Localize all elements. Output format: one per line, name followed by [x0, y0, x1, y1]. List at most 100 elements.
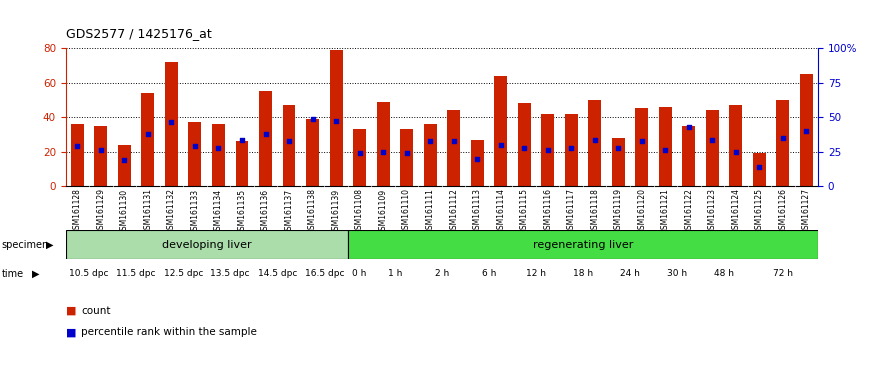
- Text: GSM161129: GSM161129: [96, 189, 105, 235]
- Bar: [518, 103, 530, 186]
- Text: regenerating liver: regenerating liver: [533, 240, 634, 250]
- Bar: [165, 62, 178, 186]
- Text: 48 h: 48 h: [714, 269, 734, 278]
- Bar: [659, 107, 672, 186]
- Text: specimen: specimen: [2, 240, 49, 250]
- Text: GSM161130: GSM161130: [120, 189, 129, 235]
- Text: ■: ■: [66, 327, 76, 337]
- Text: GSM161121: GSM161121: [661, 189, 669, 234]
- Bar: [71, 124, 84, 186]
- Text: GSM161111: GSM161111: [425, 189, 435, 234]
- Text: GSM161114: GSM161114: [496, 189, 505, 235]
- Point: [541, 147, 555, 153]
- Bar: [588, 100, 601, 186]
- Bar: [66, 259, 113, 288]
- Bar: [494, 76, 507, 186]
- Bar: [348, 230, 818, 259]
- Text: 72 h: 72 h: [773, 269, 793, 278]
- Bar: [706, 110, 718, 186]
- Bar: [354, 129, 366, 186]
- Bar: [283, 105, 296, 186]
- Text: GSM161116: GSM161116: [543, 189, 552, 235]
- Bar: [606, 259, 654, 288]
- Text: time: time: [2, 268, 24, 279]
- Point: [588, 137, 602, 143]
- Bar: [235, 141, 248, 186]
- Text: 12.5 dpc: 12.5 dpc: [164, 269, 203, 278]
- Bar: [259, 91, 272, 186]
- Text: GSM161123: GSM161123: [708, 189, 717, 235]
- Bar: [564, 114, 578, 186]
- Text: GSM161118: GSM161118: [591, 189, 599, 234]
- Bar: [400, 129, 413, 186]
- Bar: [206, 259, 254, 288]
- Bar: [212, 124, 225, 186]
- Text: developing liver: developing liver: [162, 240, 251, 250]
- Point: [258, 131, 272, 137]
- Point: [658, 147, 672, 153]
- Bar: [118, 145, 131, 186]
- Text: ▶: ▶: [46, 240, 53, 250]
- Bar: [371, 259, 418, 288]
- Bar: [471, 140, 484, 186]
- Text: 30 h: 30 h: [667, 269, 687, 278]
- Bar: [254, 259, 301, 288]
- Text: GSM161136: GSM161136: [261, 189, 270, 235]
- Text: 13.5 dpc: 13.5 dpc: [211, 269, 250, 278]
- Bar: [682, 126, 696, 186]
- Point: [564, 145, 578, 151]
- Point: [729, 149, 743, 155]
- Bar: [752, 154, 766, 186]
- Point: [400, 151, 414, 157]
- Bar: [747, 259, 818, 288]
- Text: ▶: ▶: [32, 268, 40, 279]
- Text: GSM161117: GSM161117: [567, 189, 576, 235]
- Point: [305, 116, 319, 122]
- Text: 11.5 dpc: 11.5 dpc: [116, 269, 156, 278]
- Point: [776, 135, 790, 141]
- Point: [376, 149, 390, 155]
- Point: [141, 131, 155, 137]
- Bar: [776, 100, 789, 186]
- Text: GSM161124: GSM161124: [732, 189, 740, 235]
- Point: [800, 128, 814, 134]
- Text: GSM161133: GSM161133: [191, 189, 200, 235]
- Bar: [94, 126, 108, 186]
- Point: [94, 147, 108, 153]
- Text: GSM161125: GSM161125: [755, 189, 764, 235]
- Text: 2 h: 2 h: [435, 269, 449, 278]
- Text: 10.5 dpc: 10.5 dpc: [69, 269, 108, 278]
- Point: [612, 145, 626, 151]
- Text: GSM161138: GSM161138: [308, 189, 317, 235]
- Point: [70, 144, 84, 150]
- Text: GSM161128: GSM161128: [73, 189, 82, 234]
- Text: ■: ■: [66, 306, 76, 316]
- Text: GSM161131: GSM161131: [144, 189, 152, 235]
- Text: GSM161109: GSM161109: [379, 189, 388, 235]
- Bar: [330, 50, 342, 186]
- Point: [517, 145, 531, 151]
- Text: 0 h: 0 h: [353, 269, 367, 278]
- Point: [329, 118, 343, 124]
- Bar: [301, 259, 348, 288]
- Text: 1 h: 1 h: [388, 269, 402, 278]
- Text: GSM161135: GSM161135: [237, 189, 247, 235]
- Text: 16.5 dpc: 16.5 dpc: [304, 269, 344, 278]
- Point: [188, 144, 202, 150]
- Bar: [188, 122, 201, 186]
- Text: GSM161110: GSM161110: [402, 189, 411, 235]
- Text: GSM161113: GSM161113: [473, 189, 481, 235]
- Bar: [612, 138, 625, 186]
- Text: GSM161115: GSM161115: [520, 189, 528, 235]
- Text: 24 h: 24 h: [620, 269, 640, 278]
- Bar: [348, 259, 371, 288]
- Bar: [160, 259, 206, 288]
- Bar: [424, 124, 437, 186]
- Text: GSM161120: GSM161120: [637, 189, 647, 235]
- Point: [117, 157, 131, 164]
- Text: GSM161137: GSM161137: [284, 189, 293, 235]
- Point: [634, 138, 648, 144]
- Bar: [635, 109, 648, 186]
- Point: [424, 138, 438, 144]
- Bar: [447, 110, 460, 186]
